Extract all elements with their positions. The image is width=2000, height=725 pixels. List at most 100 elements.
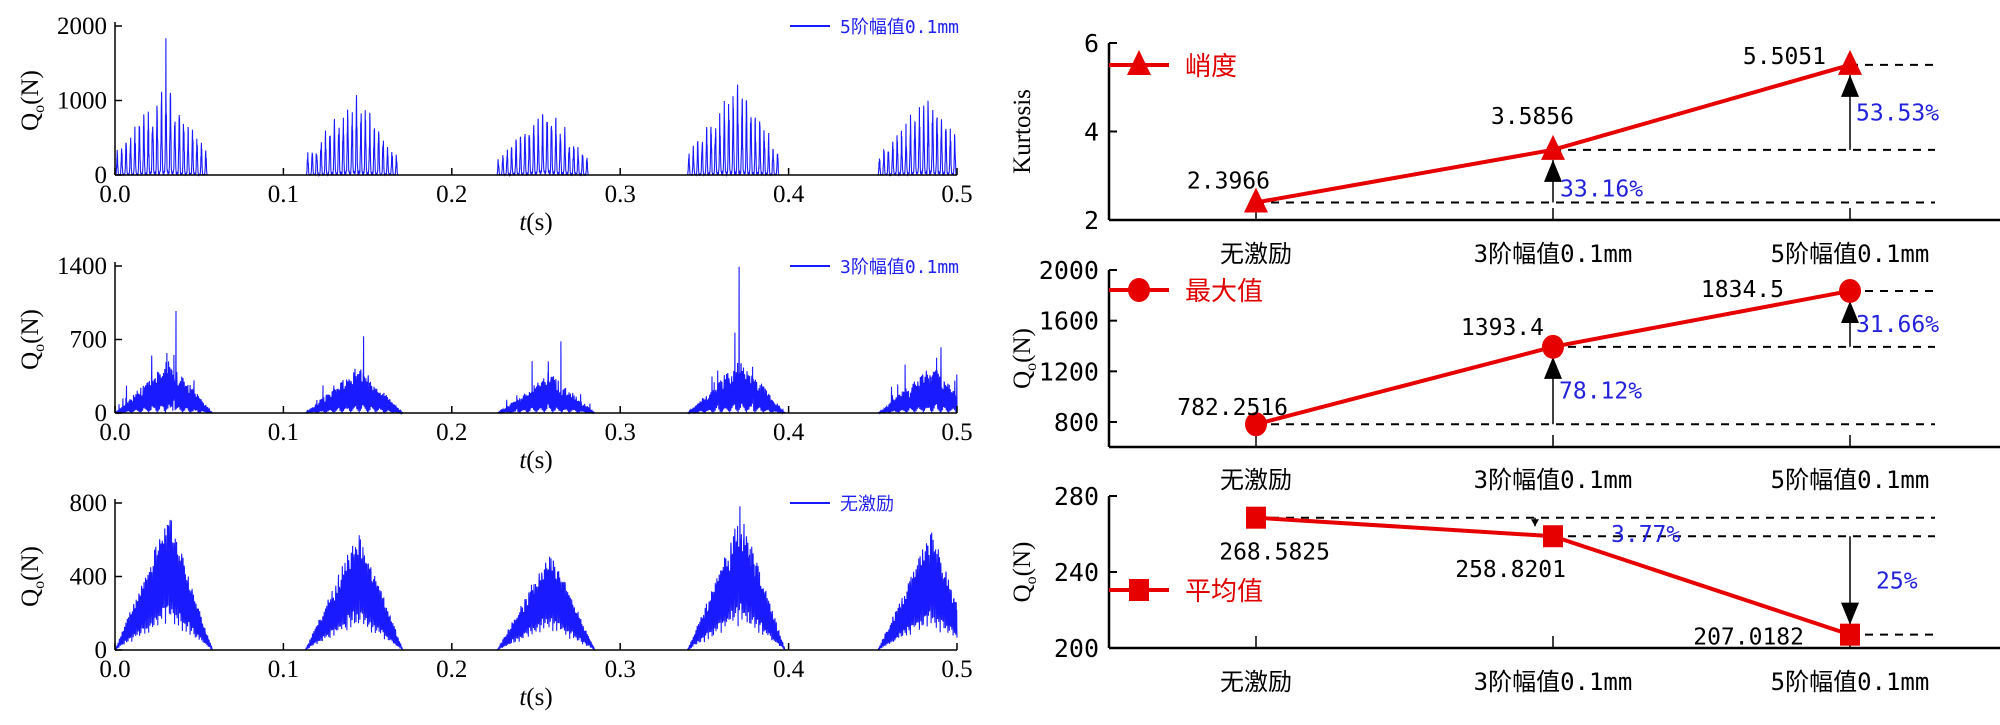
y-axis-main: Kurtosis xyxy=(1009,89,1036,174)
category-label: 无激励 xyxy=(1220,668,1292,696)
change-percent-label: 33.16% xyxy=(1560,176,1643,202)
signal-panel-time-signal-none: 0 400 800 0.0 0.1 0.2 0.3 0.4 0.5 t(s) Qo(N) 无激励 xyxy=(17,490,973,711)
x-tick-label: 0.5 xyxy=(941,419,972,446)
y-tick-label: 0 xyxy=(95,637,108,664)
y-tick-label: 1200 xyxy=(1039,357,1099,386)
x-axis-unit: (s) xyxy=(526,447,552,474)
y-tick-label: 1400 xyxy=(57,253,107,280)
x-tick-label: 0.5 xyxy=(941,181,972,208)
legend-marker xyxy=(1127,50,1151,75)
x-axis-unit: (s) xyxy=(526,684,552,711)
y-tick-label: 4 xyxy=(1084,118,1099,147)
y-axis-label: Qo(N) xyxy=(1009,542,1040,603)
x-axis-label: t(s) xyxy=(519,684,552,711)
y-axis-main: Q xyxy=(17,589,44,607)
y-axis-label: Qo(N) xyxy=(17,309,48,370)
legend-label: 无激励 xyxy=(840,494,894,515)
series-legend: 平均值 xyxy=(1109,577,1263,607)
x-tick-label: 0.2 xyxy=(436,181,467,208)
change-arrow-head xyxy=(1841,300,1859,323)
data-point-marker xyxy=(1543,525,1563,548)
x-tick-label: 0.3 xyxy=(605,656,636,683)
y-axis-label: Qo(N) xyxy=(17,546,48,607)
x-tick-label: 0.4 xyxy=(773,181,805,208)
series-legend: 最大值 xyxy=(1109,277,1263,307)
x-tick-label: 0.2 xyxy=(436,419,467,446)
value-label: 5.5051 xyxy=(1743,44,1826,70)
x-tick-label: 0.3 xyxy=(605,419,636,446)
change-arrow-head xyxy=(1544,159,1562,182)
y-tick-label: 800 xyxy=(1054,408,1099,437)
data-point-marker xyxy=(1542,334,1564,359)
y-tick-label: 280 xyxy=(1054,482,1099,511)
value-label: 782.2516 xyxy=(1177,395,1288,421)
y-tick-label: 2000 xyxy=(57,13,107,40)
y-tick-label: 800 xyxy=(70,490,108,517)
x-tick-label: 0.0 xyxy=(99,656,130,683)
value-label: 207.0182 xyxy=(1693,625,1804,651)
value-label: 2.3966 xyxy=(1187,168,1270,194)
signal-line-time-signal-none xyxy=(114,506,958,652)
change-percent-label: 25% xyxy=(1876,568,1918,594)
y-tick-label: 6 xyxy=(1084,29,1099,58)
x-tick-label: 0.1 xyxy=(268,656,299,683)
x-tick-label: 0.5 xyxy=(941,656,972,683)
legend-marker xyxy=(1128,278,1150,302)
x-tick-label: 0.3 xyxy=(605,181,636,208)
signal-legend: 5阶幅值0.1mm xyxy=(790,17,959,38)
y-tick-label: 700 xyxy=(70,327,108,354)
signal-line-time-signal-5th xyxy=(115,38,958,178)
value-label: 258.8201 xyxy=(1455,557,1566,583)
y-axis-label: Qo(N) xyxy=(17,70,48,131)
x-tick-label: 0.0 xyxy=(99,181,130,208)
value-label: 3.5856 xyxy=(1491,104,1574,130)
x-tick-label: 0.0 xyxy=(99,419,130,446)
category-label: 5阶幅值0.1mm xyxy=(1771,466,1930,494)
legend-label: 平均值 xyxy=(1185,577,1263,607)
y-tick-label: 200 xyxy=(1054,634,1099,663)
y-tick-label: 400 xyxy=(70,564,108,591)
signal-legend: 无激励 xyxy=(790,494,894,515)
change-arrow-head xyxy=(1544,356,1562,379)
category-label: 5阶幅值0.1mm xyxy=(1771,240,1930,268)
change-percent-label: 3.77% xyxy=(1611,522,1680,548)
y-axis-main: Q xyxy=(1009,371,1036,389)
legend-label: 5阶幅值0.1mm xyxy=(840,17,959,38)
category-label: 5阶幅值0.1mm xyxy=(1771,668,1930,696)
legend-label: 最大值 xyxy=(1185,277,1263,307)
x-tick-label: 0.1 xyxy=(268,181,299,208)
legend-label: 峭度 xyxy=(1185,52,1237,82)
signal-panel-time-signal-5th: 0 1000 2000 0.0 0.1 0.2 0.3 0.4 0.5 t(s) Qo(N) 5阶幅值… xyxy=(17,13,973,236)
signal-panel-time-signal-3rd: 0 700 1400 0.0 0.1 0.2 0.3 0.4 0.5 t(s) Qo(N) 3阶幅值0… xyxy=(17,253,973,474)
legend-marker xyxy=(1129,579,1149,601)
y-axis-main: Q xyxy=(1009,584,1036,602)
comparison-panel-mean: 200 240 280 无激励 3阶幅值0.1mm 5阶幅值0.1mm Qo(N) 3.77%… xyxy=(1009,482,2000,696)
y-tick-label: 1600 xyxy=(1039,307,1099,336)
y-tick-label: 0 xyxy=(95,162,108,189)
y-axis-label: Qo(N) xyxy=(1009,328,1040,389)
data-point-marker xyxy=(1840,623,1860,646)
change-percent-label: 78.12% xyxy=(1559,379,1642,405)
change-arrow-head xyxy=(1841,74,1859,97)
change-arrow-head xyxy=(1841,602,1859,625)
x-tick-label: 0.4 xyxy=(773,419,805,446)
y-axis-unit: (N) xyxy=(17,70,44,105)
x-axis-var: t xyxy=(519,684,527,711)
value-label: 1834.5 xyxy=(1701,277,1784,303)
y-axis-sub: o xyxy=(1023,363,1040,371)
y-tick-label: 2 xyxy=(1084,206,1099,235)
signal-line-time-signal-3rd xyxy=(114,266,958,416)
comparison-panel-kurtosis: 2 4 6 无激励 3阶幅值0.1mm 5阶幅值0.1mm Kurtosis 33.16% 53… xyxy=(1009,29,2000,268)
change-percent-label: 31.66% xyxy=(1856,312,1939,338)
x-tick-label: 0.2 xyxy=(436,656,467,683)
change-percent-label: 53.53% xyxy=(1856,100,1939,126)
data-point-marker xyxy=(1541,134,1565,160)
x-tick-label: 0.4 xyxy=(773,656,805,683)
category-label: 3阶幅值0.1mm xyxy=(1474,240,1633,268)
y-axis-unit: (N) xyxy=(17,546,44,581)
y-axis-sub: o xyxy=(31,581,48,589)
y-axis-main: Q xyxy=(17,352,44,370)
legend-label: 3阶幅值0.1mm xyxy=(840,257,959,278)
signal-legend: 3阶幅值0.1mm xyxy=(790,257,959,278)
